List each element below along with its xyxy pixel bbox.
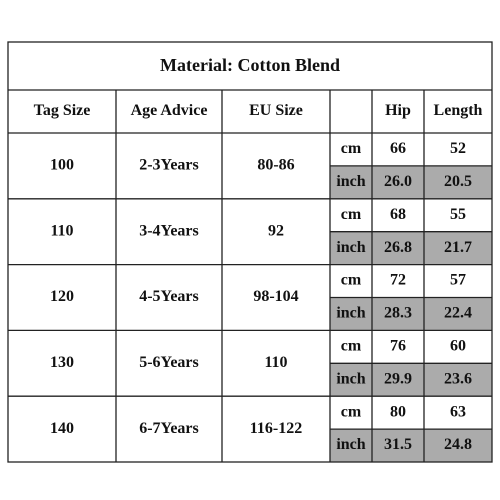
inch-row-bg xyxy=(330,429,492,462)
eu-size: 98-104 xyxy=(253,288,298,305)
tag-size: 120 xyxy=(50,288,74,305)
header-cell: Tag Size xyxy=(34,102,91,119)
hip: 26.0 xyxy=(384,173,412,190)
unit: cm xyxy=(341,206,362,223)
eu-size: 110 xyxy=(264,354,287,371)
unit: inch xyxy=(336,173,365,190)
length: 52 xyxy=(450,140,466,157)
unit: cm xyxy=(341,338,362,355)
age-advice: 3-4Years xyxy=(139,222,199,239)
header-cell: Age Advice xyxy=(131,102,208,119)
length: 21.7 xyxy=(444,239,472,256)
tag-size: 140 xyxy=(50,420,74,437)
length: 55 xyxy=(450,206,466,223)
hip: 68 xyxy=(390,206,406,223)
length: 20.5 xyxy=(444,173,472,190)
length: 60 xyxy=(450,338,466,355)
length: 57 xyxy=(450,272,466,289)
length: 24.8 xyxy=(444,436,472,453)
unit: inch xyxy=(336,239,365,256)
hip: 29.9 xyxy=(384,370,412,387)
inch-row-bg xyxy=(330,231,492,265)
eu-size: 116-122 xyxy=(250,420,302,437)
inch-row-bg xyxy=(330,165,492,199)
eu-size: 80-86 xyxy=(257,157,294,174)
hip: 26.8 xyxy=(384,239,412,256)
tag-size: 100 xyxy=(50,157,74,174)
tag-size: 130 xyxy=(50,354,74,371)
age-advice: 2-3Years xyxy=(139,157,199,174)
tag-size: 110 xyxy=(50,222,73,239)
inch-row-bg xyxy=(330,297,492,331)
hip: 76 xyxy=(390,338,406,355)
age-advice: 5-6Years xyxy=(139,354,199,371)
unit: cm xyxy=(341,140,362,157)
length: 22.4 xyxy=(444,305,472,322)
age-advice: 6-7Years xyxy=(139,420,199,437)
hip: 31.5 xyxy=(384,436,412,453)
hip: 80 xyxy=(390,403,406,420)
eu-size: 92 xyxy=(268,222,284,239)
length: 63 xyxy=(450,403,466,420)
unit: cm xyxy=(341,272,362,289)
header-cell: EU Size xyxy=(249,102,303,119)
hip: 72 xyxy=(390,272,406,289)
header-cell: Hip xyxy=(385,102,411,119)
inch-row-bg xyxy=(330,363,492,397)
table-border xyxy=(7,41,493,463)
hip: 66 xyxy=(390,140,406,157)
length: 23.6 xyxy=(444,370,472,387)
hip: 28.3 xyxy=(384,305,412,322)
age-advice: 4-5Years xyxy=(139,288,199,305)
unit: inch xyxy=(336,305,365,322)
header-cell: Length xyxy=(434,102,483,119)
unit: inch xyxy=(336,436,365,453)
unit: cm xyxy=(341,403,362,420)
unit: inch xyxy=(336,370,365,387)
table-title: Material: Cotton Blend xyxy=(160,55,340,75)
